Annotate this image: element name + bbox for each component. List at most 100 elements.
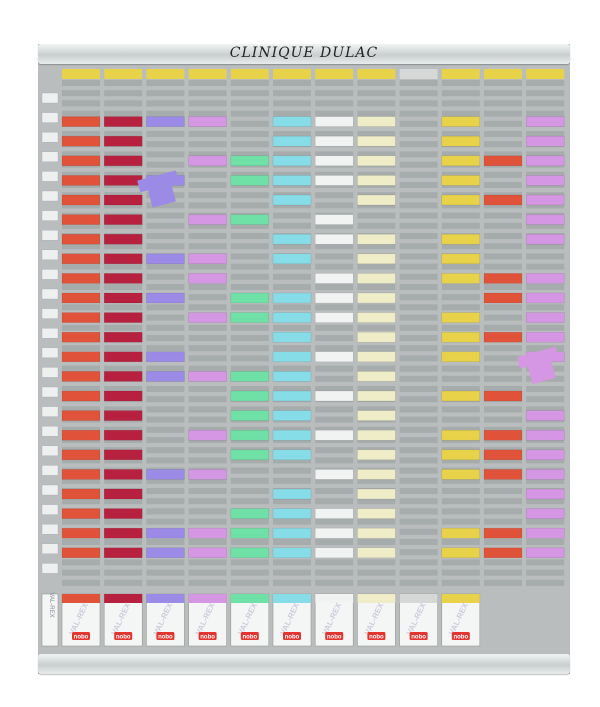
slot bbox=[62, 579, 100, 586]
t-card bbox=[357, 508, 396, 519]
slot bbox=[188, 80, 227, 86]
t-card bbox=[525, 508, 565, 519]
slot bbox=[230, 151, 269, 158]
slot bbox=[484, 579, 522, 586]
slot bbox=[357, 457, 396, 464]
slot bbox=[484, 182, 522, 188]
t-card bbox=[357, 253, 396, 265]
slot bbox=[526, 345, 565, 352]
slot bbox=[230, 365, 269, 372]
t-card bbox=[272, 547, 312, 559]
slot bbox=[104, 151, 143, 158]
slot bbox=[62, 365, 100, 372]
t-card bbox=[483, 292, 523, 304]
t-card bbox=[103, 214, 143, 225]
slot bbox=[104, 263, 143, 270]
t-card bbox=[230, 410, 270, 421]
t-card bbox=[441, 116, 481, 127]
slot bbox=[104, 539, 143, 545]
t-card bbox=[103, 135, 143, 147]
slot bbox=[104, 518, 143, 525]
t-card bbox=[441, 155, 481, 167]
t-card bbox=[272, 449, 312, 461]
t-card bbox=[441, 390, 481, 402]
slot bbox=[104, 345, 143, 352]
t-card bbox=[272, 351, 312, 363]
slot bbox=[62, 324, 100, 331]
slot bbox=[399, 273, 438, 280]
slot bbox=[62, 498, 100, 505]
slot bbox=[441, 457, 480, 464]
t-card bbox=[441, 273, 481, 284]
slot bbox=[484, 304, 522, 311]
t-card bbox=[61, 547, 101, 559]
slot bbox=[104, 100, 143, 107]
slot bbox=[104, 222, 143, 229]
slot bbox=[62, 559, 100, 566]
t-card bbox=[103, 116, 143, 127]
slot bbox=[146, 365, 185, 372]
header-card bbox=[441, 69, 480, 79]
t-card bbox=[357, 135, 396, 147]
slot bbox=[104, 426, 143, 433]
slot bbox=[146, 90, 185, 97]
t-card bbox=[61, 155, 101, 167]
label-slot bbox=[41, 229, 59, 241]
t-card bbox=[357, 331, 396, 343]
t-card bbox=[230, 508, 270, 519]
label-slot bbox=[41, 288, 59, 300]
slot bbox=[484, 426, 522, 433]
slot bbox=[399, 528, 438, 535]
slot bbox=[315, 426, 354, 433]
slot bbox=[188, 396, 227, 403]
slot bbox=[357, 212, 396, 219]
slot bbox=[484, 355, 522, 362]
t-card bbox=[272, 233, 312, 245]
t-card bbox=[525, 449, 565, 461]
t-card bbox=[441, 547, 481, 559]
t-card bbox=[188, 312, 227, 323]
slot bbox=[230, 569, 269, 576]
t-card bbox=[314, 292, 354, 304]
slot bbox=[188, 335, 227, 341]
t-card bbox=[61, 135, 101, 147]
slot bbox=[188, 426, 227, 433]
t-card bbox=[272, 527, 312, 539]
slot bbox=[399, 386, 438, 392]
slot bbox=[526, 263, 565, 270]
nobo-logo bbox=[409, 632, 428, 640]
loose-card bbox=[137, 170, 179, 208]
slot bbox=[526, 579, 565, 586]
t-card bbox=[314, 116, 354, 127]
t-card bbox=[357, 233, 396, 245]
slot bbox=[315, 304, 354, 311]
slot bbox=[188, 416, 227, 423]
t-card bbox=[525, 214, 565, 225]
slot bbox=[399, 233, 438, 239]
slot bbox=[441, 100, 480, 107]
slot bbox=[484, 243, 522, 250]
slot bbox=[146, 222, 185, 229]
nobo-logo bbox=[451, 632, 470, 640]
slot bbox=[230, 192, 269, 199]
slot bbox=[357, 90, 396, 97]
t-card bbox=[441, 469, 481, 480]
t-card bbox=[61, 351, 101, 363]
slot bbox=[441, 375, 480, 382]
slot bbox=[484, 212, 522, 219]
t-card bbox=[230, 175, 270, 186]
t-card bbox=[61, 371, 101, 382]
slot bbox=[188, 345, 227, 352]
slot bbox=[399, 243, 438, 250]
t-card bbox=[61, 194, 101, 206]
slot bbox=[399, 120, 438, 127]
t-card bbox=[146, 116, 185, 127]
slot bbox=[441, 202, 480, 209]
slot bbox=[273, 467, 311, 474]
slot bbox=[526, 569, 565, 576]
slot bbox=[441, 416, 480, 423]
t-card bbox=[188, 527, 227, 539]
t-card bbox=[103, 488, 143, 500]
t-card bbox=[525, 292, 565, 304]
t-card bbox=[483, 547, 523, 559]
